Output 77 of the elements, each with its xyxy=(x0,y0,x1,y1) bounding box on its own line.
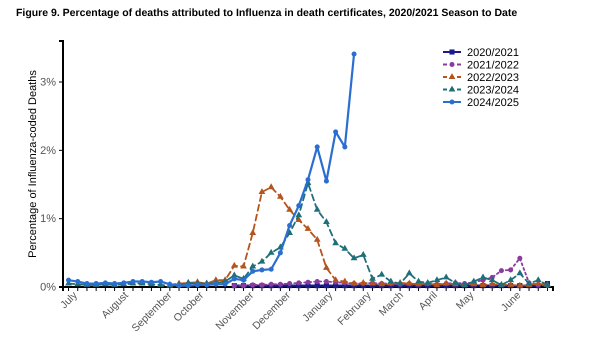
point xyxy=(333,129,338,134)
point xyxy=(434,276,440,282)
point xyxy=(296,280,302,286)
y-tick-label: 3% xyxy=(40,76,56,89)
point xyxy=(314,144,320,150)
point xyxy=(314,279,320,284)
legend-label: 2021/2022 xyxy=(467,59,519,72)
point xyxy=(360,278,367,285)
point xyxy=(369,274,376,281)
point xyxy=(323,264,330,270)
point xyxy=(378,270,386,277)
point xyxy=(222,282,228,287)
point xyxy=(158,279,164,284)
point xyxy=(324,279,329,284)
point xyxy=(332,239,340,246)
point xyxy=(341,244,348,251)
point xyxy=(286,206,293,212)
point xyxy=(268,183,275,190)
point xyxy=(232,276,237,282)
y-tick-label: 1% xyxy=(40,213,56,226)
x-tick-label: July xyxy=(58,288,80,312)
point xyxy=(287,222,292,228)
y-axis-title: Percentage of Influenza-coded Deaths xyxy=(27,70,39,258)
point xyxy=(314,206,321,212)
point xyxy=(259,267,264,272)
point xyxy=(323,218,330,224)
y-tick-label: 2% xyxy=(40,144,56,157)
point xyxy=(498,268,504,274)
point xyxy=(230,262,238,268)
point xyxy=(296,203,302,208)
point xyxy=(406,269,413,276)
point xyxy=(341,278,348,284)
y-tick-label: 0% xyxy=(40,282,56,294)
point xyxy=(186,283,191,288)
point xyxy=(534,276,542,282)
chart-title: Figure 9. Percentage of deaths attributed to Influenza in death certificates, 2020/2021 Season to Date xyxy=(16,7,518,19)
point xyxy=(305,177,311,182)
point xyxy=(350,254,358,260)
point xyxy=(241,278,246,283)
point xyxy=(276,192,284,199)
point xyxy=(314,236,321,242)
point xyxy=(278,250,283,256)
point xyxy=(508,267,514,272)
point xyxy=(488,276,496,282)
point xyxy=(387,278,394,284)
legend-label: 2020/2021 xyxy=(467,46,519,59)
point xyxy=(507,276,514,282)
x-tick-label: May xyxy=(454,288,477,312)
point xyxy=(352,51,357,56)
legend-label: 2024/2025 xyxy=(467,96,519,109)
point xyxy=(249,229,256,235)
point xyxy=(295,211,302,218)
point xyxy=(324,178,329,184)
point xyxy=(258,188,266,194)
point xyxy=(305,280,311,285)
point xyxy=(517,256,522,261)
point xyxy=(240,262,247,268)
point xyxy=(204,282,210,288)
point xyxy=(360,250,367,257)
point xyxy=(314,283,320,288)
point xyxy=(258,258,266,264)
legend-label: 2023/2024 xyxy=(467,84,519,96)
legend-label: 2022/2023 xyxy=(467,72,519,84)
point xyxy=(342,144,348,150)
point xyxy=(480,274,486,280)
point xyxy=(249,262,256,268)
point xyxy=(304,224,312,231)
point xyxy=(66,278,72,283)
point xyxy=(442,274,450,280)
point xyxy=(194,282,200,288)
point xyxy=(213,282,218,287)
point xyxy=(332,276,340,282)
point xyxy=(250,268,256,274)
point xyxy=(415,278,422,284)
point xyxy=(268,266,274,272)
point xyxy=(516,269,524,276)
point xyxy=(268,248,275,255)
